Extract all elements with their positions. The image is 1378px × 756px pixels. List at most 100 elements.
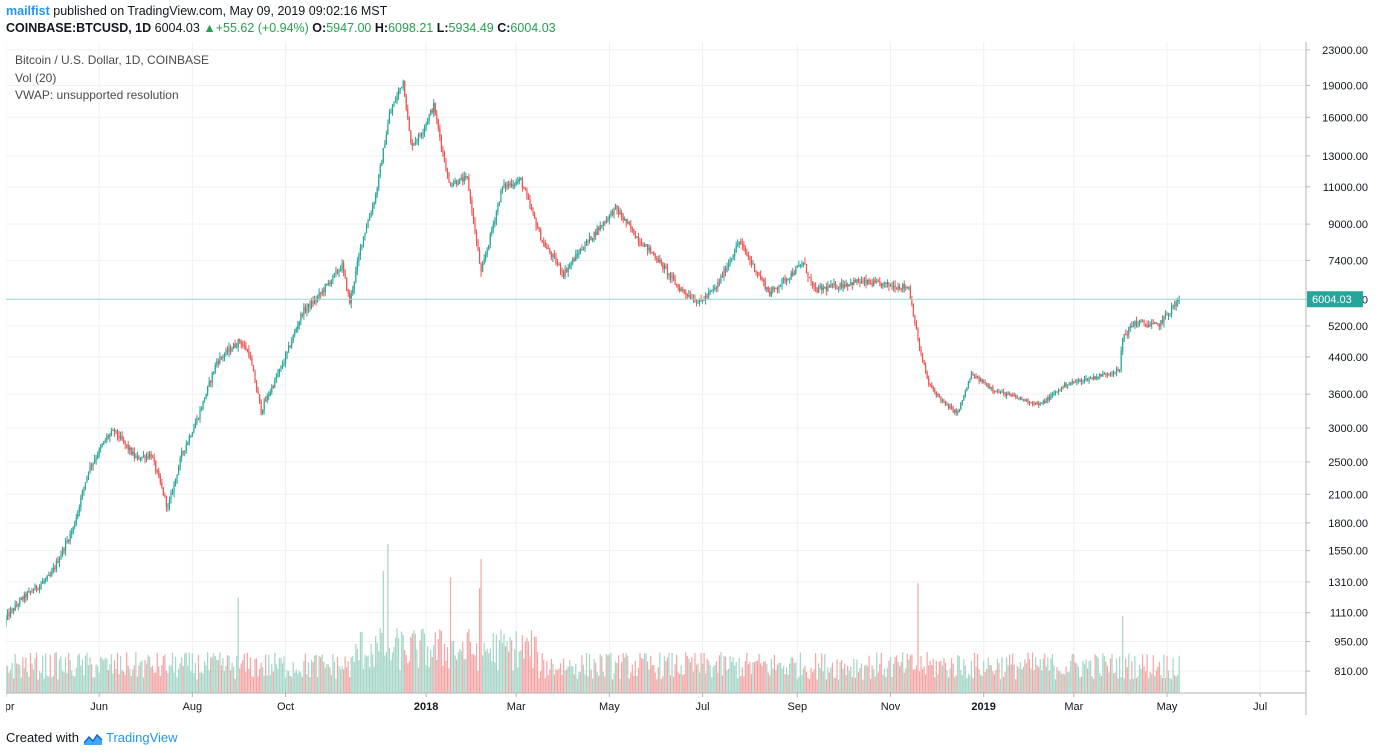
volume-bar: [1048, 670, 1050, 693]
volume-bar: [51, 677, 53, 693]
volume-bar: [210, 657, 212, 693]
volume-bar: [1149, 671, 1151, 693]
candle-body: [127, 445, 129, 450]
volume-bar: [1086, 668, 1089, 693]
candle-body: [107, 436, 109, 438]
volume-bar: [532, 668, 534, 693]
volume-bar: [1141, 654, 1144, 693]
candle-body: [507, 184, 510, 186]
candle-body: [735, 245, 737, 253]
publisher-username[interactable]: mailfist: [6, 4, 50, 18]
volume-bar: [796, 679, 798, 693]
candle-body: [1108, 373, 1110, 375]
volume-bar: [1175, 676, 1177, 693]
volume-bar: [233, 666, 235, 693]
volume-bar: [1138, 664, 1141, 693]
volume-bar: [920, 655, 922, 693]
volume-bar: [1082, 660, 1084, 693]
volume-bar: [941, 665, 944, 693]
volume-bar: [1134, 656, 1136, 693]
volume-bar: [416, 649, 418, 693]
volume-bar: [136, 676, 138, 693]
volume-bar: [257, 676, 259, 693]
volume-bar: [885, 677, 887, 693]
candle-body: [541, 240, 543, 243]
volume-bar: [544, 678, 546, 693]
volume-bar: [1178, 655, 1180, 693]
volume-bar: [480, 558, 482, 693]
volume-bar: [669, 675, 672, 693]
volume-bar: [127, 665, 129, 693]
volume-bar: [1167, 670, 1170, 693]
candle-body: [51, 571, 53, 576]
volume-bar: [784, 674, 786, 693]
volume-bar: [1174, 675, 1176, 693]
volume-bar: [611, 679, 614, 693]
candle-body: [973, 375, 976, 379]
candle-body: [559, 264, 562, 272]
chart-container[interactable]: 23000.00 19000.00 16000.00 13000.00 11000.00…: [0, 42, 1373, 720]
candle-body: [926, 372, 928, 379]
candle-body: [1070, 383, 1072, 385]
candle-body: [685, 292, 687, 295]
low-label: L:: [436, 21, 449, 35]
volume-bar: [925, 674, 927, 693]
volume-bar: [694, 652, 696, 693]
y-axis-area: [1307, 42, 1373, 715]
volume-bar: [863, 665, 866, 693]
candle-body: [1039, 403, 1041, 405]
volume-bar: [695, 664, 698, 693]
candle-body: [862, 281, 864, 283]
tradingview-brand[interactable]: TradingView: [106, 730, 178, 745]
volume-bar: [866, 666, 869, 693]
candle-body: [960, 403, 962, 409]
volume-bar: [84, 655, 87, 693]
volume-bar: [631, 664, 633, 693]
volume-bar: [141, 660, 143, 693]
price-chart[interactable]: 23000.0019000.0016000.0013000.0011000.00…: [0, 42, 1373, 720]
candle-body: [569, 264, 571, 268]
candle-body: [213, 371, 215, 374]
candle-body: [1117, 369, 1119, 371]
volume-bar: [636, 675, 638, 693]
candle-body: [863, 279, 866, 282]
symbol-label[interactable]: COINBASE:BTCUSD, 1D: [6, 21, 152, 35]
volume-bar: [272, 671, 274, 693]
volume-bar: [1161, 677, 1164, 693]
volume-bar: [834, 677, 837, 693]
candle-body: [404, 80, 406, 97]
candle-body: [755, 271, 757, 273]
volume-bar: [836, 659, 838, 693]
volume-bar: [425, 665, 427, 693]
candle-body: [1074, 381, 1076, 383]
candle-body: [1163, 316, 1165, 323]
candle-body: [307, 303, 310, 309]
volume-bar: [721, 675, 724, 693]
volume-bar: [1030, 668, 1032, 693]
y-tick-label: 1550.00: [1328, 546, 1368, 558]
volume-bar: [251, 676, 253, 693]
candle-body: [454, 180, 456, 184]
candle-body: [928, 378, 930, 384]
candle-body: [465, 176, 467, 178]
volume-bar: [500, 629, 502, 693]
volume-bar: [423, 633, 426, 693]
volume-bar: [16, 663, 18, 693]
volume-bar: [646, 661, 649, 693]
volume-bar: [657, 667, 659, 693]
candle-body: [265, 400, 267, 402]
volume-bar: [602, 671, 604, 693]
volume-bar: [533, 636, 536, 693]
candle-body: [45, 578, 47, 581]
candle-body: [637, 236, 640, 243]
volume-bar: [28, 676, 30, 693]
candle-body: [298, 321, 300, 327]
axes[interactable]: 23000.0019000.0016000.0013000.0011000.00…: [0, 42, 1373, 715]
candle-body: [935, 391, 937, 396]
x-tick-label: Jul: [696, 701, 710, 713]
volume-bar: [724, 656, 727, 693]
volume-bar: [1129, 679, 1131, 693]
candle-body: [365, 227, 368, 233]
volume-bar: [191, 653, 193, 693]
candle-body: [1010, 394, 1012, 396]
